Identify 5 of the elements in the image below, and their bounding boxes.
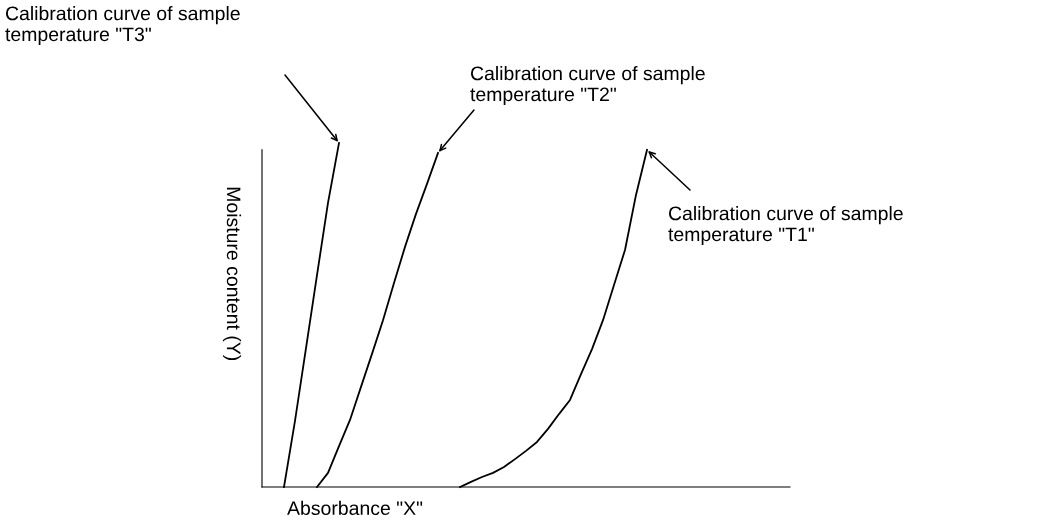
y-axis-title: Moisture content (Y) (222, 187, 242, 361)
text: Calibration curve of sample temperature "T3" (5, 6, 240, 46)
x-axis-title: Absorbance "X" (287, 500, 423, 516)
text: Calibration curve of sample temperature "T2" (470, 66, 705, 106)
annotation: Calibration curve of sample temperature "T1" (668, 206, 903, 246)
